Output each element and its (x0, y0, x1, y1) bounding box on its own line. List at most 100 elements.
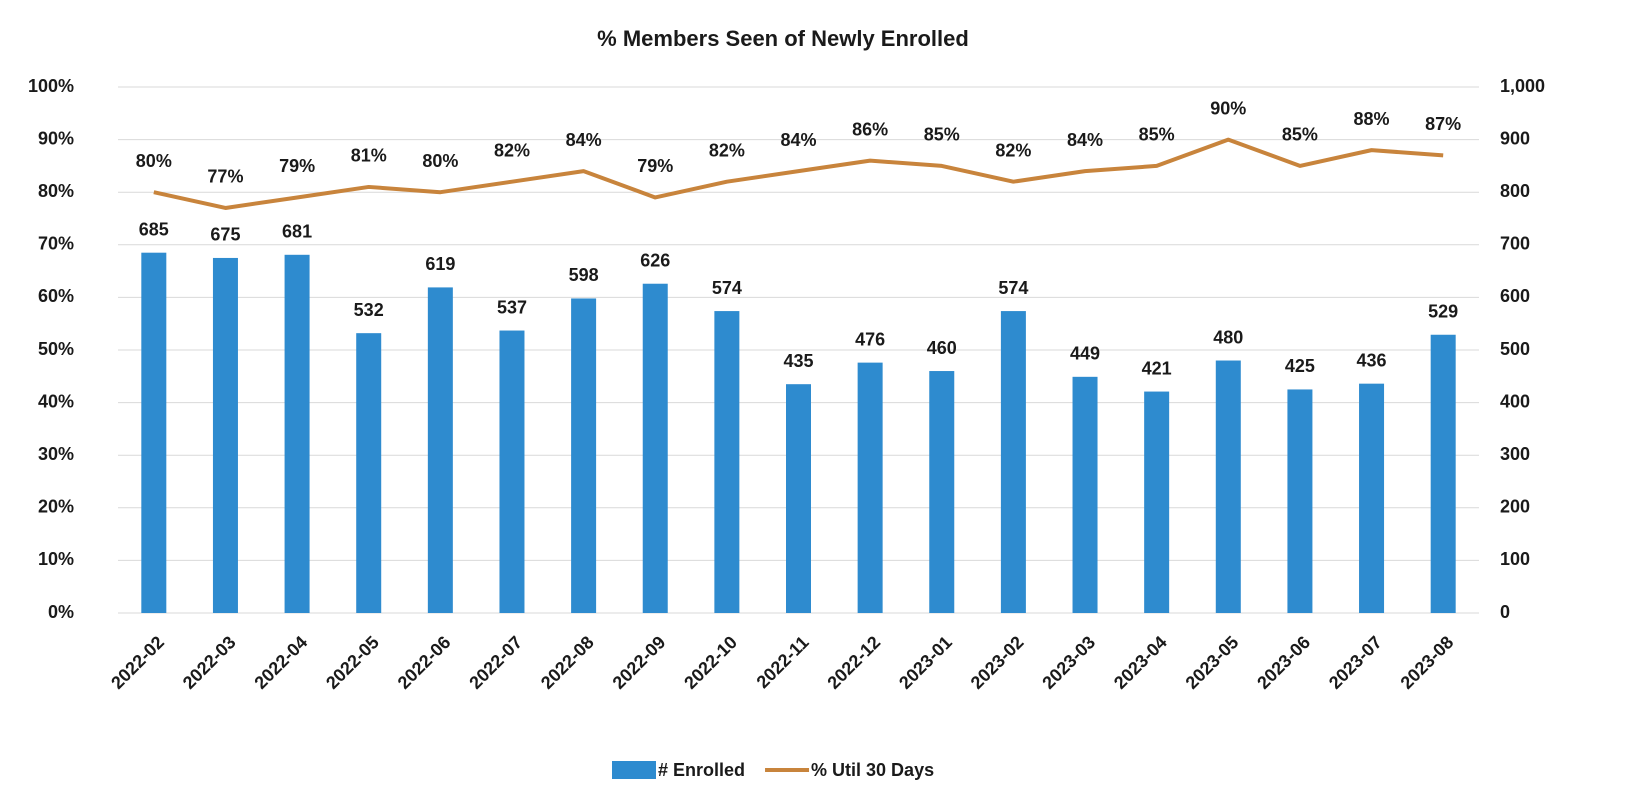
bar (356, 333, 382, 613)
data-label: 449 (1070, 344, 1100, 364)
bar (1000, 311, 1026, 613)
bar (284, 254, 310, 613)
line (153, 137, 1444, 210)
bar (427, 287, 453, 613)
bar (714, 311, 740, 613)
data-label: 574 (998, 278, 1028, 298)
data-label: 85% (1282, 125, 1318, 145)
data-label: 532 (354, 300, 384, 320)
y2-tick-label: 500 (1500, 339, 1530, 359)
legend-swatch (612, 761, 656, 779)
bar (1287, 389, 1313, 613)
data-label: 82% (995, 140, 1031, 160)
y2-tick-label: 300 (1500, 444, 1530, 464)
bar (1144, 391, 1170, 613)
x-tick-label: 2023-06 (1253, 632, 1314, 693)
x-tick-label: 2022-03 (179, 632, 240, 693)
data-label: 82% (709, 140, 745, 160)
bar (1072, 376, 1098, 613)
y-tick-label: 30% (38, 444, 74, 464)
y-tick-label: 80% (38, 181, 74, 201)
bar (212, 257, 238, 613)
data-label: 425 (1285, 356, 1315, 376)
data-label: 574 (712, 278, 742, 298)
x-tick-label: 2022-05 (322, 632, 383, 693)
y2-tick-label: 800 (1500, 181, 1530, 201)
y-tick-label: 100% (28, 76, 74, 96)
data-label: 675 (210, 225, 240, 245)
data-label: 537 (497, 297, 527, 317)
data-label: 421 (1142, 358, 1172, 378)
data-label: 84% (780, 130, 816, 150)
data-label: 681 (282, 222, 312, 242)
y2-tick-label: 700 (1500, 234, 1530, 254)
y-tick-label: 10% (38, 549, 74, 569)
bar (571, 298, 597, 613)
data-label: 529 (1428, 301, 1458, 321)
bar (1215, 360, 1241, 613)
x-tick-label: 2022-11 (753, 632, 813, 692)
bar (1430, 334, 1456, 613)
data-label: 82% (494, 140, 530, 160)
data-label: 79% (637, 156, 673, 176)
data-label: 476 (855, 329, 885, 349)
data-label: 598 (569, 265, 599, 285)
data-label: 86% (852, 119, 888, 139)
y2-tick-label: 600 (1500, 286, 1530, 306)
y2-tick-label: 400 (1500, 391, 1530, 411)
data-label: 626 (640, 250, 670, 270)
data-label: 84% (1067, 130, 1103, 150)
x-tick-label: 2023-08 (1397, 632, 1458, 693)
chart-title: % Members Seen of Newly Enrolled (597, 26, 969, 51)
x-tick-label: 2023-05 (1182, 632, 1243, 693)
data-label: 84% (566, 130, 602, 150)
bar (786, 384, 811, 613)
data-label: 77% (207, 167, 243, 187)
x-tick-label: 2023-03 (1038, 632, 1099, 693)
bar (642, 283, 668, 613)
y-tick-label: 40% (38, 391, 74, 411)
data-label: 480 (1213, 327, 1243, 347)
data-label: 436 (1357, 350, 1387, 370)
data-label: 460 (927, 338, 957, 358)
y2-tick-label: 100 (1500, 549, 1530, 569)
bar (1359, 383, 1385, 613)
x-tick-label: 2022-09 (609, 632, 670, 693)
bar (857, 362, 883, 613)
y2-tick-label: 0 (1500, 602, 1510, 622)
bar (929, 371, 955, 613)
data-label: 619 (425, 254, 455, 274)
y2-tick-label: 200 (1500, 497, 1530, 517)
data-label: 79% (279, 156, 315, 176)
y2-tick-label: 1,000 (1500, 76, 1545, 96)
data-label: 85% (924, 125, 960, 145)
legend-label: # Enrolled (658, 760, 745, 780)
x-tick-label: 2023-02 (967, 632, 1028, 693)
bar (141, 252, 167, 613)
x-tick-label: 2022-02 (107, 632, 168, 693)
x-tick-label: 2022-07 (465, 632, 526, 693)
y-tick-label: 20% (38, 497, 74, 517)
data-label: 80% (136, 151, 172, 171)
x-tick-label: 2023-04 (1110, 632, 1171, 693)
legend-label: % Util 30 Days (811, 760, 934, 780)
x-tick-label: 2022-06 (394, 632, 455, 693)
y-tick-label: 90% (38, 128, 74, 148)
x-tick-label: 2023-07 (1325, 632, 1386, 693)
data-label: 81% (351, 146, 387, 166)
x-tick-label: 2022-12 (823, 632, 884, 693)
data-label: 80% (422, 151, 458, 171)
x-tick-label: 2023-01 (895, 632, 956, 693)
y-tick-label: 50% (38, 339, 74, 359)
y2-tick-label: 900 (1500, 128, 1530, 148)
data-label: 85% (1139, 125, 1175, 145)
data-label: 87% (1425, 114, 1461, 134)
y-tick-label: 70% (38, 234, 74, 254)
data-label: 435 (783, 351, 813, 371)
x-tick-label: 2022-08 (537, 632, 598, 693)
data-label: 685 (139, 219, 169, 239)
bar (499, 330, 525, 613)
data-label: 90% (1210, 98, 1246, 118)
y-tick-label: 0% (48, 602, 74, 622)
